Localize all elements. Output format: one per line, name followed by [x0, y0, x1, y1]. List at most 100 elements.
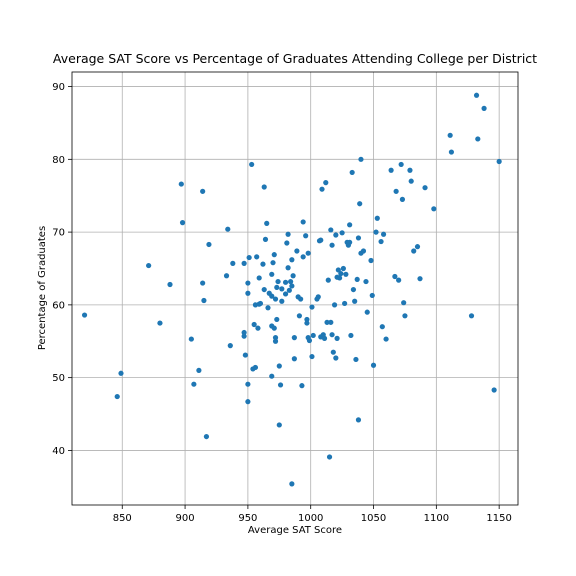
- data-point: [401, 300, 407, 306]
- data-point: [245, 399, 251, 405]
- data-point: [398, 161, 404, 168]
- data-point: [315, 294, 321, 300]
- data-point: [329, 332, 335, 338]
- data-point: [246, 254, 252, 261]
- data-point: [298, 296, 304, 302]
- data-point: [285, 231, 291, 237]
- data-point: [254, 254, 260, 260]
- data-point: [289, 283, 295, 289]
- data-point: [310, 332, 316, 339]
- data-point: [252, 364, 259, 371]
- data-point: [407, 167, 413, 173]
- data-point: [355, 417, 362, 423]
- data-point: [200, 280, 206, 286]
- plot-frame: [71, 71, 519, 506]
- y-tick-label: 70: [52, 228, 65, 239]
- data-point: [355, 235, 362, 241]
- x-tick-label: 900: [176, 513, 195, 524]
- data-point: [241, 329, 247, 336]
- data-point: [279, 298, 285, 304]
- y-tick-label: 90: [52, 82, 65, 93]
- data-point: [188, 336, 194, 342]
- data-point: [388, 167, 394, 173]
- data-point: [251, 321, 257, 328]
- data-point: [274, 284, 280, 291]
- y-axis-ticks: 40 50 60 70 80 90: [52, 82, 72, 457]
- data-point: [269, 373, 275, 379]
- data-point: [330, 349, 336, 355]
- data-point: [363, 278, 369, 285]
- data-point: [369, 292, 375, 299]
- data-point: [393, 188, 399, 194]
- data-point: [300, 219, 306, 225]
- data-point: [357, 201, 363, 207]
- data-point: [146, 262, 152, 269]
- data-point: [272, 296, 279, 302]
- data-point: [279, 286, 285, 292]
- data-point: [491, 387, 497, 393]
- data-point: [272, 335, 279, 341]
- data-point: [290, 273, 296, 279]
- data-point: [118, 370, 124, 376]
- data-point: [276, 422, 282, 428]
- data-point: [305, 250, 311, 256]
- data-point: [261, 184, 267, 190]
- data-point: [288, 278, 294, 285]
- data-point: [272, 338, 279, 344]
- data-point: [329, 242, 335, 248]
- data-point: [256, 275, 262, 281]
- data-point: [114, 393, 120, 400]
- data-point: [324, 319, 330, 325]
- data-point: [358, 156, 364, 162]
- data-point: [269, 293, 275, 299]
- data-point: [282, 279, 289, 285]
- data-point: [294, 248, 300, 254]
- data-point: [196, 367, 202, 373]
- data-point: [274, 316, 280, 323]
- data-point: [276, 363, 282, 369]
- data-point: [373, 229, 379, 235]
- data-point: [264, 220, 270, 226]
- data-point: [303, 233, 309, 239]
- data-point: [304, 320, 310, 326]
- data-point: [300, 254, 306, 260]
- x-tick-label: 950: [238, 513, 257, 524]
- data-point: [340, 265, 346, 272]
- data-point: [291, 356, 297, 362]
- data-point: [306, 337, 313, 344]
- data-point: [396, 277, 402, 283]
- data-point: [284, 240, 290, 246]
- data-point: [289, 257, 295, 263]
- data-point: [309, 304, 315, 310]
- data-point: [261, 286, 267, 293]
- data-point: [206, 241, 212, 248]
- data-point: [225, 226, 231, 232]
- data-point: [296, 313, 302, 319]
- data-point: [348, 332, 354, 339]
- data-point: [352, 298, 358, 304]
- y-tick-label: 80: [52, 155, 65, 166]
- data-point: [392, 273, 398, 280]
- data-point: [241, 260, 247, 266]
- data-point: [230, 260, 236, 266]
- data-point: [422, 185, 428, 191]
- x-tick-label: 850: [113, 513, 132, 524]
- y-tick-label: 60: [52, 300, 65, 311]
- data-point: [360, 248, 367, 254]
- data-point: [448, 149, 455, 155]
- data-point: [319, 186, 325, 192]
- data-point: [333, 355, 339, 361]
- data-point: [285, 265, 291, 271]
- data-point: [326, 454, 333, 460]
- data-point: [431, 206, 437, 212]
- data-point: [275, 278, 281, 285]
- grid-lines: [72, 72, 518, 505]
- data-point: [380, 231, 387, 237]
- data-point: [402, 313, 408, 319]
- x-tick-label: 1000: [298, 513, 323, 524]
- data-point: [481, 105, 487, 111]
- y-tick-label: 50: [52, 373, 65, 384]
- data-point: [191, 381, 197, 387]
- data-point: [379, 324, 385, 330]
